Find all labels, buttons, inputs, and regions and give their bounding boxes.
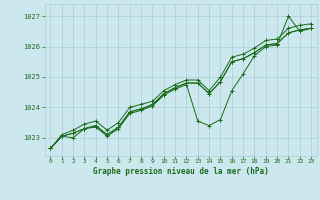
X-axis label: Graphe pression niveau de la mer (hPa): Graphe pression niveau de la mer (hPa) xyxy=(93,167,269,176)
